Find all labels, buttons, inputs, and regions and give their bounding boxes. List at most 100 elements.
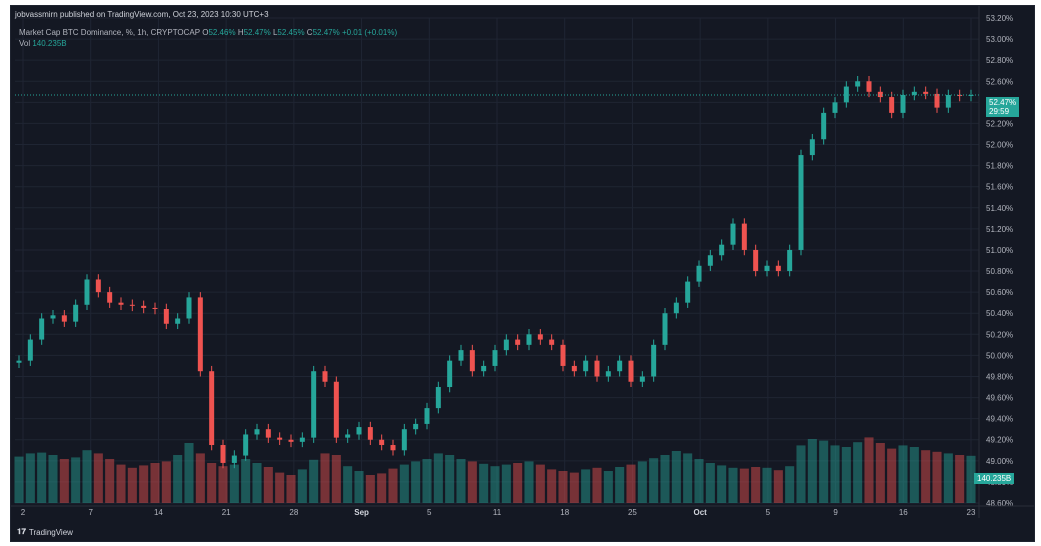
y-tick-label: 50.20% [986,330,1013,339]
candle-body [424,408,430,424]
symbol-name[interactable]: Market Cap BTC Dominance, %, 1h, CRYPTOC… [19,28,200,37]
volume-bar [739,468,749,503]
volume-label[interactable]: Vol [19,39,31,48]
candle-body [685,281,691,303]
candle-body [911,91,917,95]
candle-body [356,427,362,435]
volume-bar [252,463,262,503]
candle-body [481,365,487,372]
candle-body [855,81,861,87]
volume-bar [320,453,330,503]
candle-body [379,439,385,446]
candle-body [152,307,158,309]
volume-bar [558,471,568,503]
volume-bar [467,461,477,503]
published-line: jobvassmirn published on TradingView.com… [15,10,269,19]
volume-bar [603,471,613,503]
candle-body [775,265,781,272]
volume-bar [286,475,296,503]
candle-body [764,265,770,272]
candle-body [594,360,600,377]
y-tick-label: 51.20% [986,225,1013,234]
y-tick-label: 52.60% [986,77,1013,86]
tradingview-logo-icon: 𝟏𝟕 [17,527,26,536]
volume-bar [365,475,375,503]
volume-bar [751,467,761,503]
candle-body [571,365,577,372]
volume-bar [513,463,523,503]
candle-body [73,304,79,322]
volume-bar [127,467,137,503]
volume-bar [422,459,432,503]
volume-bar [717,465,727,503]
x-tick-label: Oct [693,508,707,517]
candle-body [458,350,464,361]
volume-bar [14,456,24,503]
candle-body [107,292,113,303]
x-tick-label: 7 [88,508,93,517]
x-tick-label: 25 [628,508,637,517]
y-tick-label: 49.40% [986,415,1013,424]
y-tick-label: 53.20% [986,14,1013,23]
volume-value: 140.235B [32,39,67,48]
candle-body [639,376,645,382]
candle-body [197,297,203,372]
volume-bar [581,469,591,503]
candle-body [628,360,634,382]
candle-body [866,81,872,92]
volume-bar [37,452,47,503]
candle-body [401,429,407,451]
x-tick-label: 5 [766,508,771,517]
candle-body [526,334,532,345]
volume-legend: Vol 140.235B [19,39,67,48]
volume-bar [229,464,239,503]
volume-bar [909,447,919,503]
tradingview-footer[interactable]: 𝟏𝟕 TradingView [17,527,73,537]
candle-body [231,455,237,463]
volume-bar [819,440,829,503]
y-tick-label: 49.00% [986,457,1013,466]
candle-body [265,429,271,438]
volume-bar [161,461,171,503]
candle-body [129,304,135,306]
x-tick-label: 23 [967,508,976,517]
volume-bar [807,439,817,503]
candle-body [61,315,67,322]
volume-bar [773,470,783,503]
candle-body [719,244,725,256]
candle-body [673,302,679,314]
low-value: 52.45% [277,28,305,37]
candle-body [435,387,441,409]
volume-bar [195,453,205,503]
change-value: +0.01 (+0.01%) [341,28,398,37]
y-tick-label: 53.00% [986,35,1013,44]
volume-bar [116,464,126,503]
current-price-tag: 52.47% 29:59 [986,97,1020,117]
volume-tag: 140.235B [974,473,1015,484]
candle-body [503,339,509,351]
candle-body [413,423,419,430]
candle-body [333,381,339,438]
y-tick-label: 50.40% [986,309,1013,318]
candle-body [923,91,929,94]
volume-bar [490,466,500,503]
open-label: O [202,28,209,37]
x-tick-label: 16 [899,508,908,517]
volume-bar [445,455,455,503]
volume-bar [173,455,183,503]
price-chart[interactable]: 53.20%53.00%52.80%52.60%52.40%52.20%52.0… [11,6,1034,541]
volume-bar [660,455,670,503]
candle-body [220,445,226,463]
open-value: 52.46% [208,28,236,37]
candle-body [560,344,566,366]
candle-body [843,86,849,103]
volume-bar [433,453,443,503]
volume-bar [830,445,840,503]
volume-bar [263,467,273,503]
tradingview-brand: TradingView [28,527,73,537]
symbol-legend: Market Cap BTC Dominance, %, 1h, CRYPTOC… [19,28,397,37]
candle-body [322,371,328,382]
y-tick-label: 49.80% [986,372,1013,381]
volume-bar [887,448,897,503]
y-tick-label: 49.20% [986,436,1013,445]
